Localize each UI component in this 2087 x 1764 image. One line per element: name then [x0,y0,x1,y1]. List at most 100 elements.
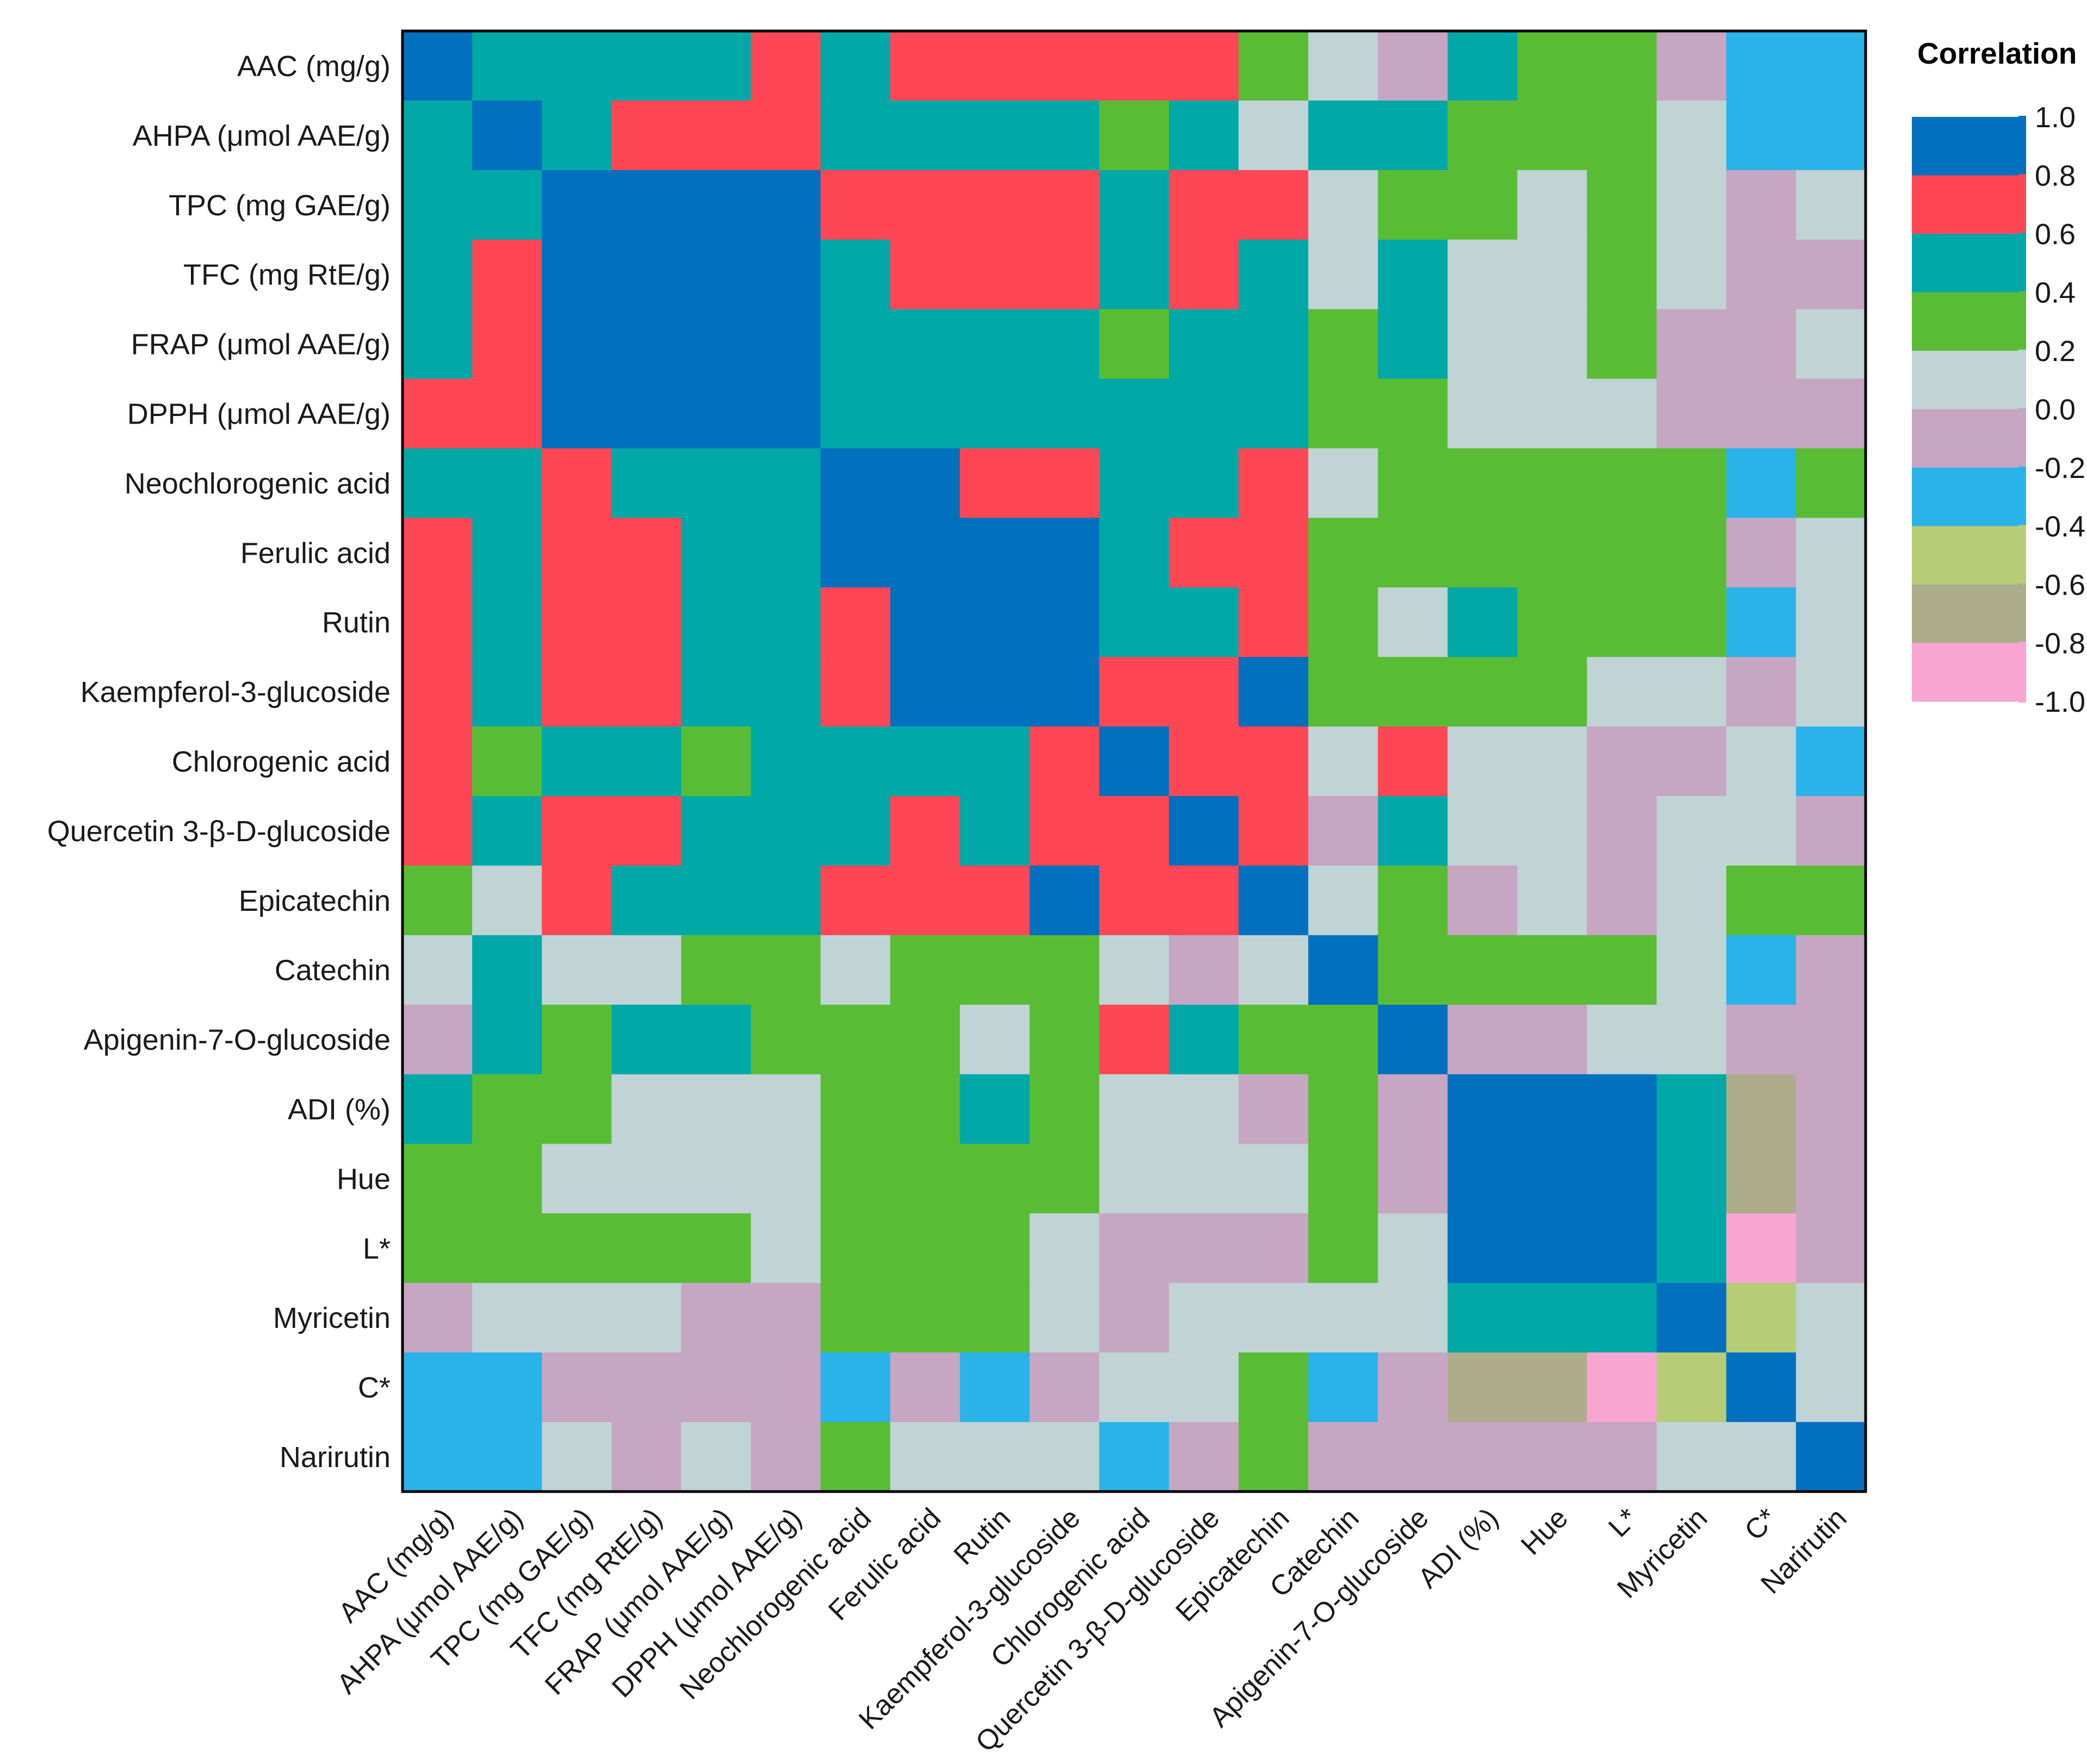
heatmap-cell [1169,378,1239,449]
heatmap-cell [1656,587,1727,657]
heatmap-cell [1517,657,1588,727]
heatmap-cell [751,1004,821,1075]
heatmap-cell [751,239,821,310]
heatmap-cell [890,239,961,310]
heatmap-cell [1795,587,1866,657]
heatmap-cell [1656,657,1727,727]
heatmap-cell [1656,378,1727,449]
legend-color-bin [1912,234,2026,293]
heatmap-cell [681,1074,752,1145]
heatmap-cell [1099,31,1169,101]
heatmap-cell [1238,1074,1309,1145]
row-labels: AAC (mg/g) AHPA (μmol AAE/g) TPC (mg GAE/g… [47,50,391,1474]
heatmap-cell [1378,239,1448,310]
heatmap-cell [1587,378,1657,449]
heatmap-cell [1656,726,1727,797]
heatmap-cell [1587,865,1657,936]
heatmap-cell [1308,1074,1378,1145]
heatmap-cell [1308,309,1378,380]
heatmap-cell [1587,1004,1657,1075]
heatmap-cell [681,1352,752,1423]
heatmap-cell [1726,587,1797,657]
row-label: Epicatechin [239,885,391,917]
heatmap-cell [1587,100,1657,171]
heatmap-cell [542,31,612,101]
heatmap-cell [1656,31,1727,101]
heatmap-cell [1447,1422,1518,1492]
heatmap-cell [1726,1004,1797,1075]
heatmap-cell [820,170,891,240]
heatmap-cell [611,309,682,380]
heatmap-cell [820,1283,891,1353]
heatmap-cell [1795,1422,1866,1492]
heatmap-cell [1447,1352,1518,1423]
heatmap-cell [1726,448,1797,518]
heatmap-cell [542,309,612,380]
heatmap-cell [959,448,1030,518]
heatmap-cell [681,1213,752,1283]
heatmap-cell [890,935,961,1005]
row-label: TPC (mg GAE/g) [169,189,391,222]
heatmap-cell [890,1213,961,1283]
heatmap-cell [1378,1352,1448,1423]
heatmap-cell [820,1422,891,1492]
heatmap-cell [1238,239,1309,310]
heatmap-cell [681,865,752,936]
heatmap-cell [1099,309,1169,380]
heatmap-cell [1029,378,1100,449]
heatmap-cell [472,1352,542,1423]
heatmap-cell [1726,518,1797,588]
heatmap-cell [1238,796,1309,866]
heatmap-cell [1308,1213,1378,1283]
heatmap-cell [959,935,1030,1005]
heatmap-cell [1308,935,1378,1005]
legend-color-bin [1912,292,2026,351]
heatmap-cell [1447,1074,1518,1145]
heatmap-cell [1517,309,1588,380]
heatmap-cell [1378,100,1448,171]
row-label: FRAP (μmol AAE/g) [131,328,391,361]
heatmap-cell [1169,935,1239,1005]
row-label: Hue [337,1163,391,1195]
heatmap-cell [1587,1283,1657,1353]
heatmap-cell [542,1422,612,1492]
heatmap-cell [890,309,961,380]
heatmap-cell [1099,100,1169,171]
heatmap-cell [820,1074,891,1145]
legend-tick-label: -0.4 [2035,511,2085,543]
heatmap-cell [1099,518,1169,588]
heatmap-cell [681,309,752,380]
heatmap-cell [751,657,821,727]
heatmap-cell [1447,309,1518,380]
heatmap-cell [1447,31,1518,101]
heatmap-cell [472,1004,542,1075]
heatmap-cell [1308,170,1378,240]
heatmap-cell [681,239,752,310]
heatmap-cell [1517,100,1588,171]
heatmap-cell [1029,309,1100,380]
heatmap-cell [1726,31,1797,101]
heatmap-cell [1099,935,1169,1005]
heatmap-cell [402,378,473,449]
heatmap-cell [402,1283,473,1353]
heatmap-cell [959,309,1030,380]
heatmap-cell [1169,239,1239,310]
heatmap-cell [402,100,473,171]
heatmap-cell [1099,378,1169,449]
heatmap-cell [890,1422,961,1492]
heatmap-cell [681,518,752,588]
heatmap-cell [1238,587,1309,657]
heatmap-cell [472,378,542,449]
heatmap-cell [611,31,682,101]
heatmap-cell [1517,448,1588,518]
heatmap-cell [1517,726,1588,797]
heatmap-cell [1726,657,1797,727]
heatmap-cell [1099,726,1169,797]
heatmap-cell [472,309,542,380]
heatmap-cell [1795,1144,1866,1214]
heatmap-cell [1447,170,1518,240]
heatmap-cell [611,1144,682,1214]
heatmap-cell [1587,448,1657,518]
heatmap-cell [402,1074,473,1145]
heatmap-cell [542,935,612,1005]
